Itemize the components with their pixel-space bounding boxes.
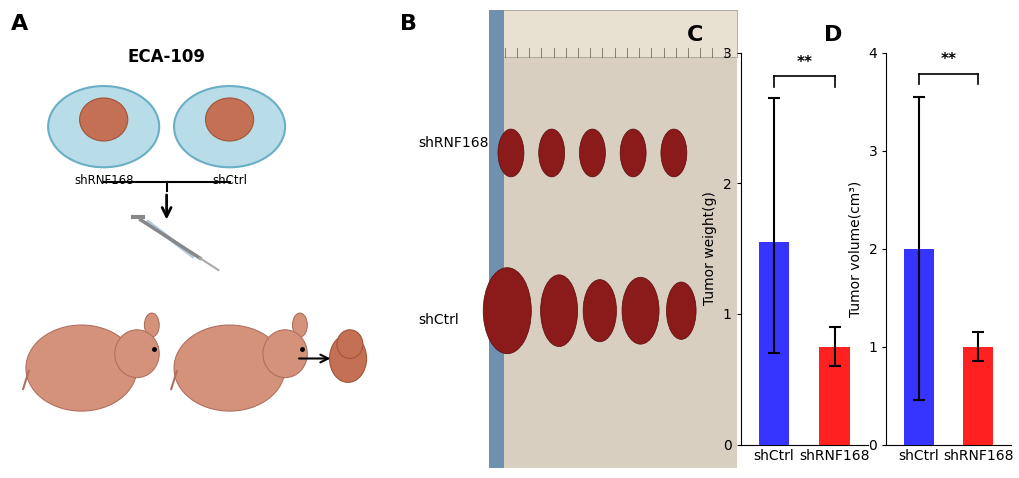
Bar [488,10,736,57]
Bar [488,10,503,468]
Ellipse shape [336,330,363,358]
Y-axis label: Tumor volume(cm³): Tumor volume(cm³) [848,180,862,317]
Text: shCtrl: shCtrl [418,313,459,327]
Ellipse shape [579,129,605,177]
Ellipse shape [620,129,645,177]
Ellipse shape [205,98,254,141]
Ellipse shape [660,129,686,177]
Ellipse shape [115,330,159,378]
Bar [818,347,849,445]
Ellipse shape [540,275,577,347]
Bar [963,347,993,445]
Ellipse shape [292,313,307,337]
Ellipse shape [174,325,285,411]
Text: B: B [399,14,417,34]
Text: C: C [687,25,703,45]
Text: D: D [823,25,842,45]
Bar [488,10,736,468]
Text: **: ** [940,52,956,67]
Ellipse shape [483,268,531,354]
Text: shRNF168: shRNF168 [418,136,488,151]
Ellipse shape [622,277,658,344]
Ellipse shape [329,335,366,382]
Text: ECA-109: ECA-109 [127,48,206,66]
Ellipse shape [263,330,307,378]
Ellipse shape [174,86,285,167]
Ellipse shape [497,129,524,177]
Bar [903,249,932,445]
Ellipse shape [583,280,615,342]
Text: A: A [11,14,29,34]
Ellipse shape [538,129,565,177]
Ellipse shape [665,282,695,339]
Y-axis label: Tumor weight(g): Tumor weight(g) [702,192,716,305]
Text: shRNF168: shRNF168 [73,174,133,187]
Ellipse shape [79,98,127,141]
Bar [758,242,789,445]
Ellipse shape [145,313,159,337]
Text: **: ** [796,54,811,70]
Ellipse shape [25,325,137,411]
Text: shCtrl: shCtrl [212,174,247,187]
Ellipse shape [48,86,159,167]
